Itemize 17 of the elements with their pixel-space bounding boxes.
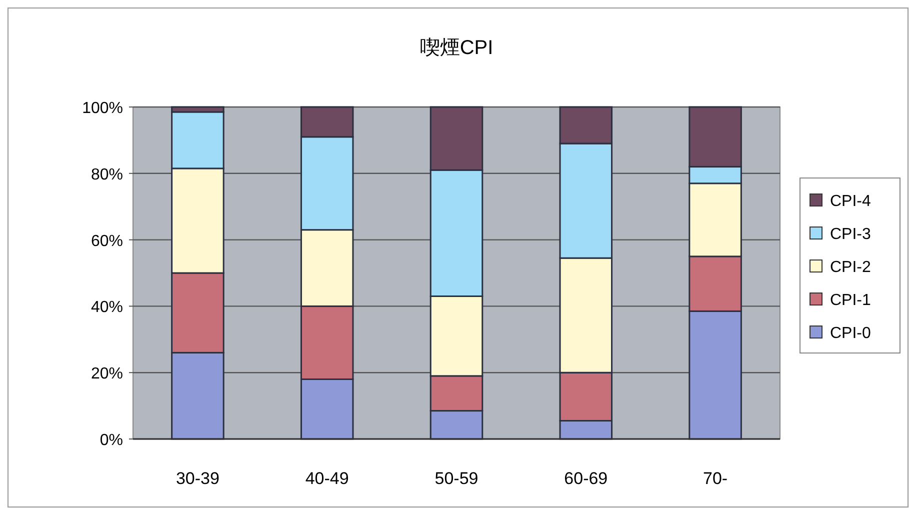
y-tick-label: 20%: [90, 366, 123, 383]
x-tick-label: 60-69: [564, 469, 608, 488]
x-tick-label: 50-59: [434, 469, 478, 488]
y-tick-label: 0%: [100, 432, 123, 449]
legend-label: CPI-4: [830, 193, 871, 210]
y-tick-label: 60%: [90, 232, 123, 250]
x-tick-label: 40-49: [305, 469, 349, 488]
y-tick-label: 80%: [90, 166, 123, 184]
x-tick-label: 30-39: [176, 469, 220, 488]
y-tick-label: 100%: [82, 100, 123, 117]
y-tick-label: 40%: [90, 299, 123, 316]
x-tick-label: 70-: [703, 469, 728, 488]
legend-label: CPI-1: [830, 292, 871, 309]
legend-label: CPI-3: [830, 226, 871, 243]
legend-label: CPI-2: [830, 259, 871, 276]
legend-label: CPI-0: [830, 325, 871, 342]
chart-title: 喫煙CPI: [420, 37, 494, 59]
